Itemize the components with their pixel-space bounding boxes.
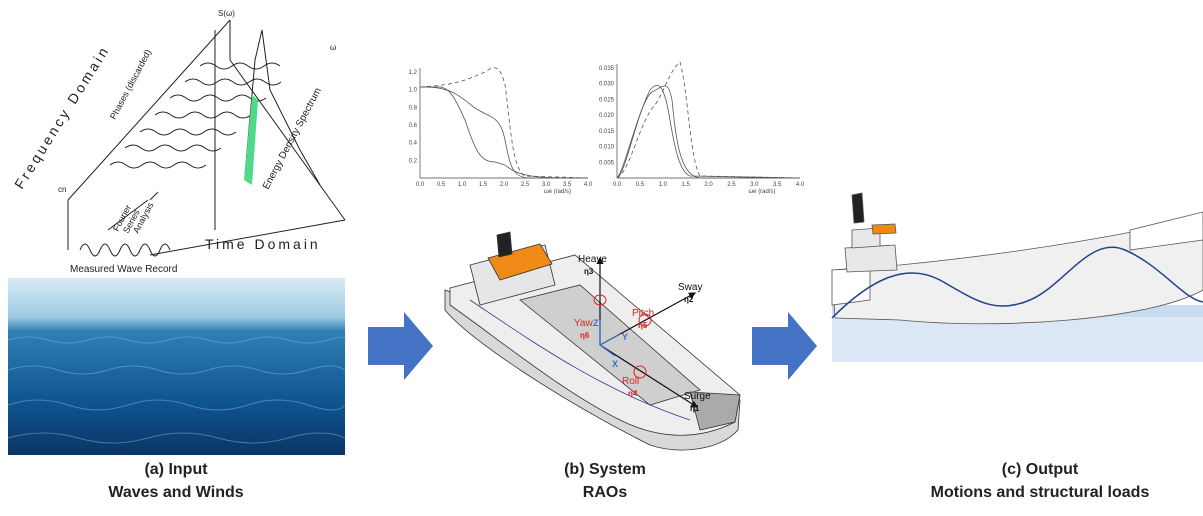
x-tick-label: 1.5 — [681, 182, 690, 188]
x-tick-label: 0.0 — [613, 182, 622, 188]
motion-symbol: η3 — [584, 267, 594, 276]
x-tick-label: 2.0 — [500, 182, 509, 188]
y-tick-label: 0.020 — [599, 113, 615, 119]
amplitude-label: cn — [58, 185, 66, 194]
time-domain-label: Time Domain — [205, 236, 321, 252]
motion-name: Surge — [684, 391, 711, 402]
y-tick-label: 0.4 — [409, 141, 418, 147]
spectrum-band — [244, 95, 258, 185]
motion-symbol: η6 — [580, 331, 590, 340]
x-tick-label: 4.0 — [584, 182, 593, 188]
motion-name: Pitch — [632, 308, 654, 319]
omega-label: ω — [330, 43, 336, 52]
x-tick-label: 0.0 — [416, 182, 425, 188]
x-tick-label: 1.5 — [479, 182, 488, 188]
motion-name: Yaw — [574, 318, 593, 329]
motion-symbol: η2 — [684, 295, 694, 304]
y-tick-label: 0.8 — [409, 105, 418, 111]
motion-symbol: η4 — [628, 389, 638, 398]
x-tick-label: 1.0 — [458, 182, 467, 188]
spectrum-axis-label: S(ω) — [218, 9, 235, 18]
y-tick-label: 0.015 — [599, 129, 615, 135]
y-tick-label: 0.035 — [599, 66, 615, 72]
caption: (a) Input — [144, 461, 208, 478]
y-tick-label: 0.010 — [599, 145, 615, 151]
motion-symbol: η5 — [638, 321, 648, 330]
phases-label: Phases (discarded) — [108, 48, 153, 121]
x-tick-label: 1.0 — [659, 182, 668, 188]
x-tick-label: 3.0 — [750, 182, 759, 188]
y-tick-label: 1.2 — [409, 70, 418, 76]
motion-name: Heave — [578, 254, 607, 265]
y-tick-label: 0.6 — [409, 123, 418, 129]
axis-letter: Z — [593, 318, 599, 328]
y-tick-label: 0.025 — [599, 97, 615, 103]
flow-arrow — [752, 312, 817, 380]
x-tick-label: 2.5 — [727, 182, 736, 188]
motion-name: Roll — [622, 376, 639, 387]
figure: Frequency Domain Time Domain Measured Wa… — [0, 0, 1203, 516]
caption-subtitle: Waves and Winds — [108, 484, 243, 501]
y-tick-label: 0.005 — [599, 160, 615, 166]
caption: (c) Output — [1002, 461, 1079, 478]
flow-arrow — [368, 312, 433, 380]
x-tick-label: 3.0 — [542, 182, 551, 188]
motion-name: Sway — [678, 282, 702, 293]
x-tick-label: 3.5 — [773, 182, 782, 188]
x-tick-label: 4.0 — [796, 182, 805, 188]
axis-letter: X — [612, 359, 618, 369]
x-tick-label: 2.0 — [704, 182, 713, 188]
frequency-domain-label: Frequency Domain — [11, 42, 113, 191]
caption-subtitle: RAOs — [583, 484, 628, 501]
sea-image — [8, 278, 345, 455]
y-tick-label: 1.0 — [409, 88, 418, 94]
x-axis-label: ωe (rad/s) — [749, 189, 776, 195]
x-tick-label: 0.5 — [437, 182, 446, 188]
x-axis-label: ωe (rad/s) — [544, 189, 571, 195]
x-tick-label: 0.5 — [636, 182, 645, 188]
x-tick-label: 2.5 — [521, 182, 530, 188]
measured-wave-label: Measured Wave Record — [70, 264, 177, 275]
y-tick-label: 0.030 — [599, 82, 615, 88]
motion-symbol: η1 — [690, 404, 700, 413]
axis-letter: Y — [622, 332, 628, 342]
caption-subtitle: Motions and structural loads — [931, 484, 1150, 501]
x-tick-label: 3.5 — [563, 182, 572, 188]
y-tick-label: 0.2 — [409, 158, 418, 164]
caption: (b) System — [564, 461, 646, 478]
